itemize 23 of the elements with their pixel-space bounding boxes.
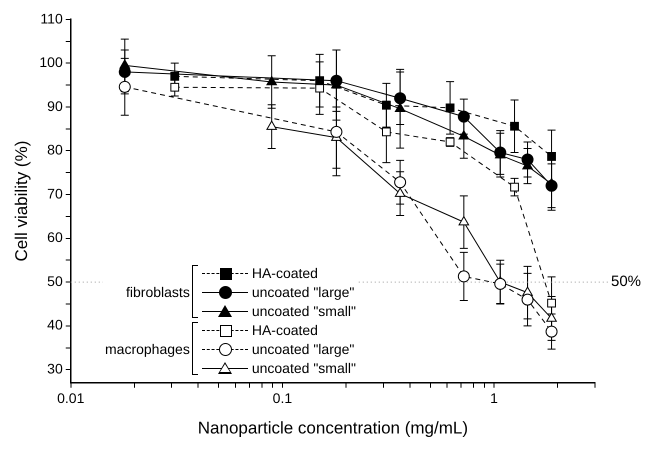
y-tick-label: 30 — [47, 360, 63, 377]
legend-label: HA-coated — [252, 264, 318, 280]
y-tick-label: 80 — [47, 142, 63, 158]
legend-label: uncoated "large" — [252, 284, 354, 300]
y-tick-label: 90 — [47, 98, 63, 114]
x-tick-label: 0.01 — [57, 390, 85, 406]
y-axis-title: Cell viability (%) — [12, 140, 31, 262]
legend-label: HA-coated — [252, 322, 318, 338]
x-tick-label: 0.1 — [272, 390, 292, 406]
legend-label: uncoated "large" — [252, 340, 354, 356]
annotation: macrophages — [105, 340, 190, 356]
x-axis-title: Nanoparticle concentration (mg/mL) — [198, 418, 468, 438]
y-tick-label: 60 — [47, 229, 63, 246]
x-tick-label: 1 — [490, 390, 498, 406]
ref-line-label: 50% — [611, 273, 642, 290]
y-tick-label: 40 — [47, 316, 63, 333]
y-tick-label: 70 — [47, 185, 63, 202]
y-tick-label: 50 — [47, 272, 63, 289]
annotation: fibroblasts — [126, 284, 190, 300]
legend-label: uncoated "small" — [252, 360, 356, 376]
y-tick-label: 100 — [39, 54, 63, 70]
y-tick-label: 110 — [40, 10, 63, 26]
legend-label: uncoated "small" — [252, 302, 356, 318]
